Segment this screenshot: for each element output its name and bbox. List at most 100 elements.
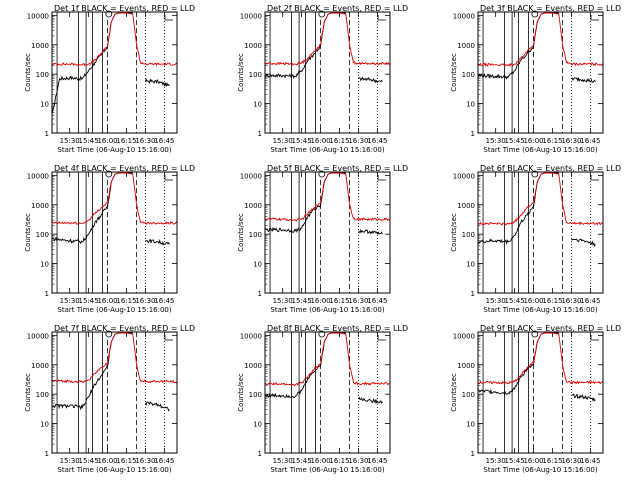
corner-mark — [377, 175, 386, 181]
x-tick-label: 16:00 — [97, 297, 117, 305]
y-tick-label: 100 — [36, 231, 49, 239]
x-tick-label: 15:30 — [486, 297, 506, 305]
x-tick-label: 16:00 — [523, 457, 543, 465]
panel-det-8f: Det 8f BLACK = Events, RED = LLD 1 10 100 10… — [237, 324, 408, 474]
y-tick-label: 10 — [253, 261, 262, 269]
events-series-line — [571, 77, 596, 83]
lld-series-line — [264, 12, 391, 67]
y-tick-label: 10000 — [27, 332, 49, 340]
x-tick-label: 15:45 — [505, 457, 525, 465]
events-series-line — [51, 172, 133, 245]
x-tick-label: 15:30 — [273, 297, 293, 305]
plot-frame — [477, 171, 604, 294]
x-axis-label: Start Time (06-Aug-10 15:16:00) — [57, 466, 171, 474]
events-series-line — [358, 76, 383, 84]
x-axis-label: Start Time (06-Aug-10 15:16:00) — [57, 146, 171, 154]
y-tick-label: 1 — [45, 450, 49, 458]
x-tick-label: 15:30 — [60, 137, 80, 145]
corner-mark — [377, 15, 386, 21]
x-tick-label: 15:45 — [79, 137, 99, 145]
events-series-line — [144, 400, 170, 412]
x-tick-label: 16:15 — [542, 137, 562, 145]
events-series-line — [145, 238, 170, 246]
y-tick-label: 10 — [466, 261, 475, 269]
y-tick-label: 10000 — [240, 332, 262, 340]
lld-series-line — [51, 332, 178, 384]
x-tick-label: 15:45 — [79, 297, 99, 305]
y-axis-label: Counts/sec — [450, 213, 458, 252]
panel-title: Det 2f BLACK = Events, RED = LLD — [267, 4, 408, 13]
x-tick-label: 15:45 — [292, 137, 312, 145]
y-tick-label: 1000 — [457, 202, 475, 210]
x-tick-label: 16:15 — [329, 137, 349, 145]
x-tick-label: 16:45 — [367, 297, 387, 305]
x-tick-label: 16:15 — [329, 297, 349, 305]
x-tick-label: 15:45 — [505, 137, 525, 145]
y-tick-label: 100 — [249, 71, 262, 79]
y-axis-label: Counts/sec — [237, 373, 245, 412]
y-tick-label: 10 — [253, 101, 262, 109]
x-tick-label: 16:45 — [154, 457, 174, 465]
lld-series-line — [264, 172, 391, 222]
events-series-line — [477, 172, 559, 245]
y-tick-label: 100 — [462, 71, 475, 79]
panel-det-1f: Det 1f BLACK = Events, RED = LLD 1 10 100 10… — [24, 4, 195, 154]
x-tick-label: 16:30 — [135, 137, 155, 145]
panel-title: Det 9f BLACK = Events, RED = LLD — [480, 324, 621, 333]
y-axis-label: Counts/sec — [237, 213, 245, 252]
y-tick-label: 10 — [40, 421, 49, 429]
corner-mark — [164, 175, 173, 181]
events-series-line — [264, 172, 346, 233]
panel-det-3f: Det 3f BLACK = Events, RED = LLD 1 10 100 10… — [450, 4, 621, 154]
x-tick-label: 16:30 — [135, 457, 155, 465]
panel-det-5f: Det 5f BLACK = Events, RED = LLD 1 10 100 10… — [237, 164, 408, 314]
plot-frame — [477, 331, 604, 454]
x-tick-label: 16:30 — [348, 137, 368, 145]
panel-title: Det 4f BLACK = Events, RED = LLD — [54, 164, 195, 173]
events-series-line — [358, 228, 383, 235]
events-series-line — [51, 332, 133, 411]
y-tick-label: 100 — [249, 391, 262, 399]
y-tick-label: 1000 — [31, 42, 49, 50]
y-axis-label: Counts/sec — [24, 373, 32, 412]
y-tick-label: 1 — [471, 450, 475, 458]
x-tick-label: 16:30 — [561, 137, 581, 145]
x-tick-label: 15:30 — [60, 297, 80, 305]
x-tick-label: 16:15 — [542, 457, 562, 465]
lld-series-line — [51, 172, 178, 225]
y-tick-label: 1 — [258, 450, 262, 458]
x-axis-label: Start Time (06-Aug-10 15:16:00) — [270, 146, 384, 154]
y-tick-label: 10000 — [453, 172, 475, 180]
x-axis-label: Start Time (06-Aug-10 15:16:00) — [483, 306, 597, 314]
x-tick-label: 16:45 — [154, 137, 174, 145]
y-tick-label: 10000 — [240, 12, 262, 20]
y-tick-label: 1 — [471, 130, 475, 138]
y-tick-label: 100 — [249, 231, 262, 239]
x-tick-label: 15:30 — [486, 457, 506, 465]
events-series-line — [571, 238, 596, 247]
x-tick-label: 16:15 — [116, 137, 136, 145]
y-tick-label: 100 — [462, 391, 475, 399]
corner-mark — [164, 15, 173, 21]
plot-frame — [264, 11, 391, 134]
y-axis-label: Counts/sec — [450, 53, 458, 92]
panel-title: Det 3f BLACK = Events, RED = LLD — [480, 4, 621, 13]
x-axis-label: Start Time (06-Aug-10 15:16:00) — [270, 306, 384, 314]
x-tick-label: 15:45 — [505, 297, 525, 305]
panel-title: Det 7f BLACK = Events, RED = LLD — [54, 324, 195, 333]
y-tick-label: 10 — [40, 261, 49, 269]
corner-mark — [164, 335, 173, 341]
panel-det-6f: Det 6f BLACK = Events, RED = LLD 1 10 100 10… — [450, 164, 621, 314]
x-tick-label: 16:00 — [97, 457, 117, 465]
lld-series-line — [477, 332, 604, 385]
y-tick-label: 1000 — [31, 202, 49, 210]
x-tick-label: 15:45 — [292, 297, 312, 305]
y-tick-label: 10000 — [27, 172, 49, 180]
x-tick-label: 16:15 — [329, 457, 349, 465]
plot-frame — [51, 171, 178, 294]
x-tick-label: 15:30 — [60, 457, 80, 465]
y-tick-label: 1 — [45, 290, 49, 298]
y-tick-label: 10000 — [453, 12, 475, 20]
panel-title: Det 6f BLACK = Events, RED = LLD — [480, 164, 621, 173]
